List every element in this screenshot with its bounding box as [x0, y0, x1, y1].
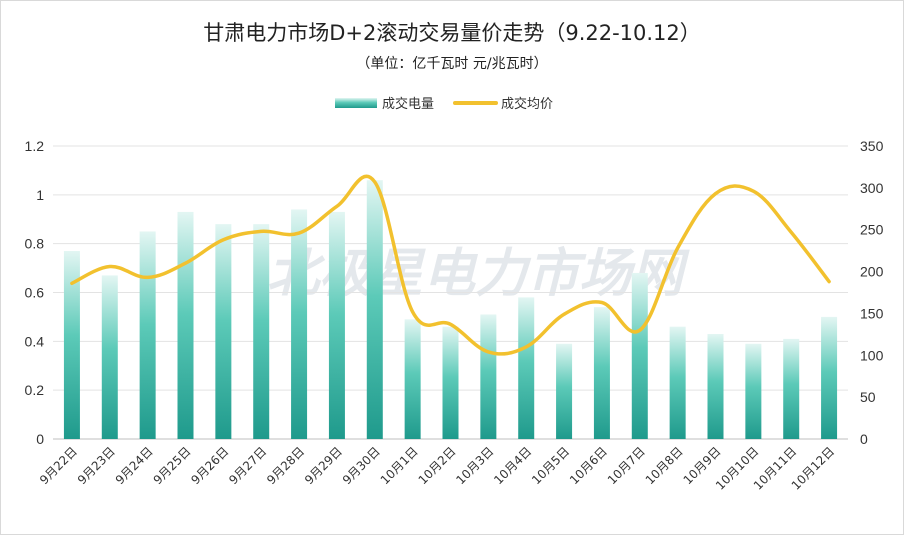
y-right-tick-label: 150	[860, 305, 884, 321]
bar	[480, 314, 497, 439]
bar	[328, 211, 345, 439]
x-tick-label: 9月22日	[37, 444, 80, 487]
x-tick-label: 9月23日	[75, 444, 118, 487]
bar	[101, 275, 118, 439]
y-left-tick-label: 1	[36, 187, 44, 203]
bar	[669, 326, 686, 439]
y-axis-right: 0 50 100 150 200 250 300 350	[860, 138, 884, 447]
y-right-tick-label: 200	[860, 264, 884, 280]
legend-label-line: 成交均价	[501, 96, 553, 112]
chart-title: 甘肃电力市场D+2滚动交易量价走势（9.22-10.12）	[203, 21, 701, 45]
x-tick-label: 9月30日	[340, 444, 383, 487]
legend-label-bar: 成交电量	[382, 96, 434, 112]
y-left-tick-label: 0	[36, 431, 44, 447]
bar	[518, 297, 535, 439]
legend: 成交电量 成交均价	[335, 96, 553, 112]
x-tick-label: 9月26日	[188, 444, 231, 487]
bar	[593, 307, 610, 439]
x-tick-label: 10月7日	[605, 444, 648, 487]
bar	[442, 326, 459, 439]
x-tick-label: 10月2日	[416, 444, 459, 487]
bar	[783, 338, 800, 439]
x-tick-label: 10月6日	[567, 444, 610, 487]
y-right-tick-label: 350	[860, 138, 884, 154]
bar	[821, 316, 838, 439]
bar	[631, 272, 648, 439]
legend-swatch-bar	[335, 98, 377, 108]
x-tick-label: 9月29日	[302, 444, 345, 487]
x-tick-label: 9月25日	[151, 444, 194, 487]
y-left-tick-label: 0.8	[25, 236, 45, 252]
y-left-tick-label: 1.2	[25, 138, 45, 154]
bar	[707, 334, 724, 439]
price-line	[70, 174, 831, 356]
bar	[366, 180, 383, 439]
bar	[177, 211, 194, 439]
bar	[556, 343, 573, 439]
y-right-tick-label: 300	[860, 180, 884, 196]
bar	[139, 231, 156, 439]
bar	[63, 250, 80, 439]
y-right-tick-label: 100	[860, 347, 884, 363]
y-right-tick-label: 50	[860, 389, 876, 405]
y-axis-left: 0 0.2 0.4 0.6 0.8 1 1.2	[25, 138, 45, 447]
x-tick-label: 10月1日	[378, 444, 421, 487]
bar	[291, 209, 308, 439]
bars	[63, 180, 838, 439]
y-left-tick-label: 0.6	[25, 285, 45, 301]
x-tick-label: 10月4日	[491, 444, 534, 487]
bar	[215, 224, 232, 439]
bar	[745, 343, 762, 439]
y-right-tick-label: 250	[860, 222, 884, 238]
x-tick-label: 9月24日	[113, 444, 156, 487]
y-left-tick-label: 0.4	[25, 333, 45, 349]
x-tick-label: 10月8日	[643, 444, 686, 487]
x-tick-label: 10月5日	[529, 444, 572, 487]
x-tick-label: 9月27日	[226, 444, 269, 487]
x-axis: 9月22日9月23日9月24日9月25日9月26日9月27日9月28日9月29日…	[37, 444, 837, 492]
price-series-line	[70, 174, 831, 356]
y-left-tick-label: 0.2	[25, 382, 45, 398]
bar	[253, 224, 270, 439]
x-tick-label: 9月28日	[264, 444, 307, 487]
bar	[404, 319, 421, 439]
x-tick-label: 10月3日	[453, 444, 496, 487]
chart-subtitle: （单位：亿千瓦时 元/兆瓦时）	[356, 56, 547, 72]
y-right-tick-label: 0	[860, 431, 868, 447]
